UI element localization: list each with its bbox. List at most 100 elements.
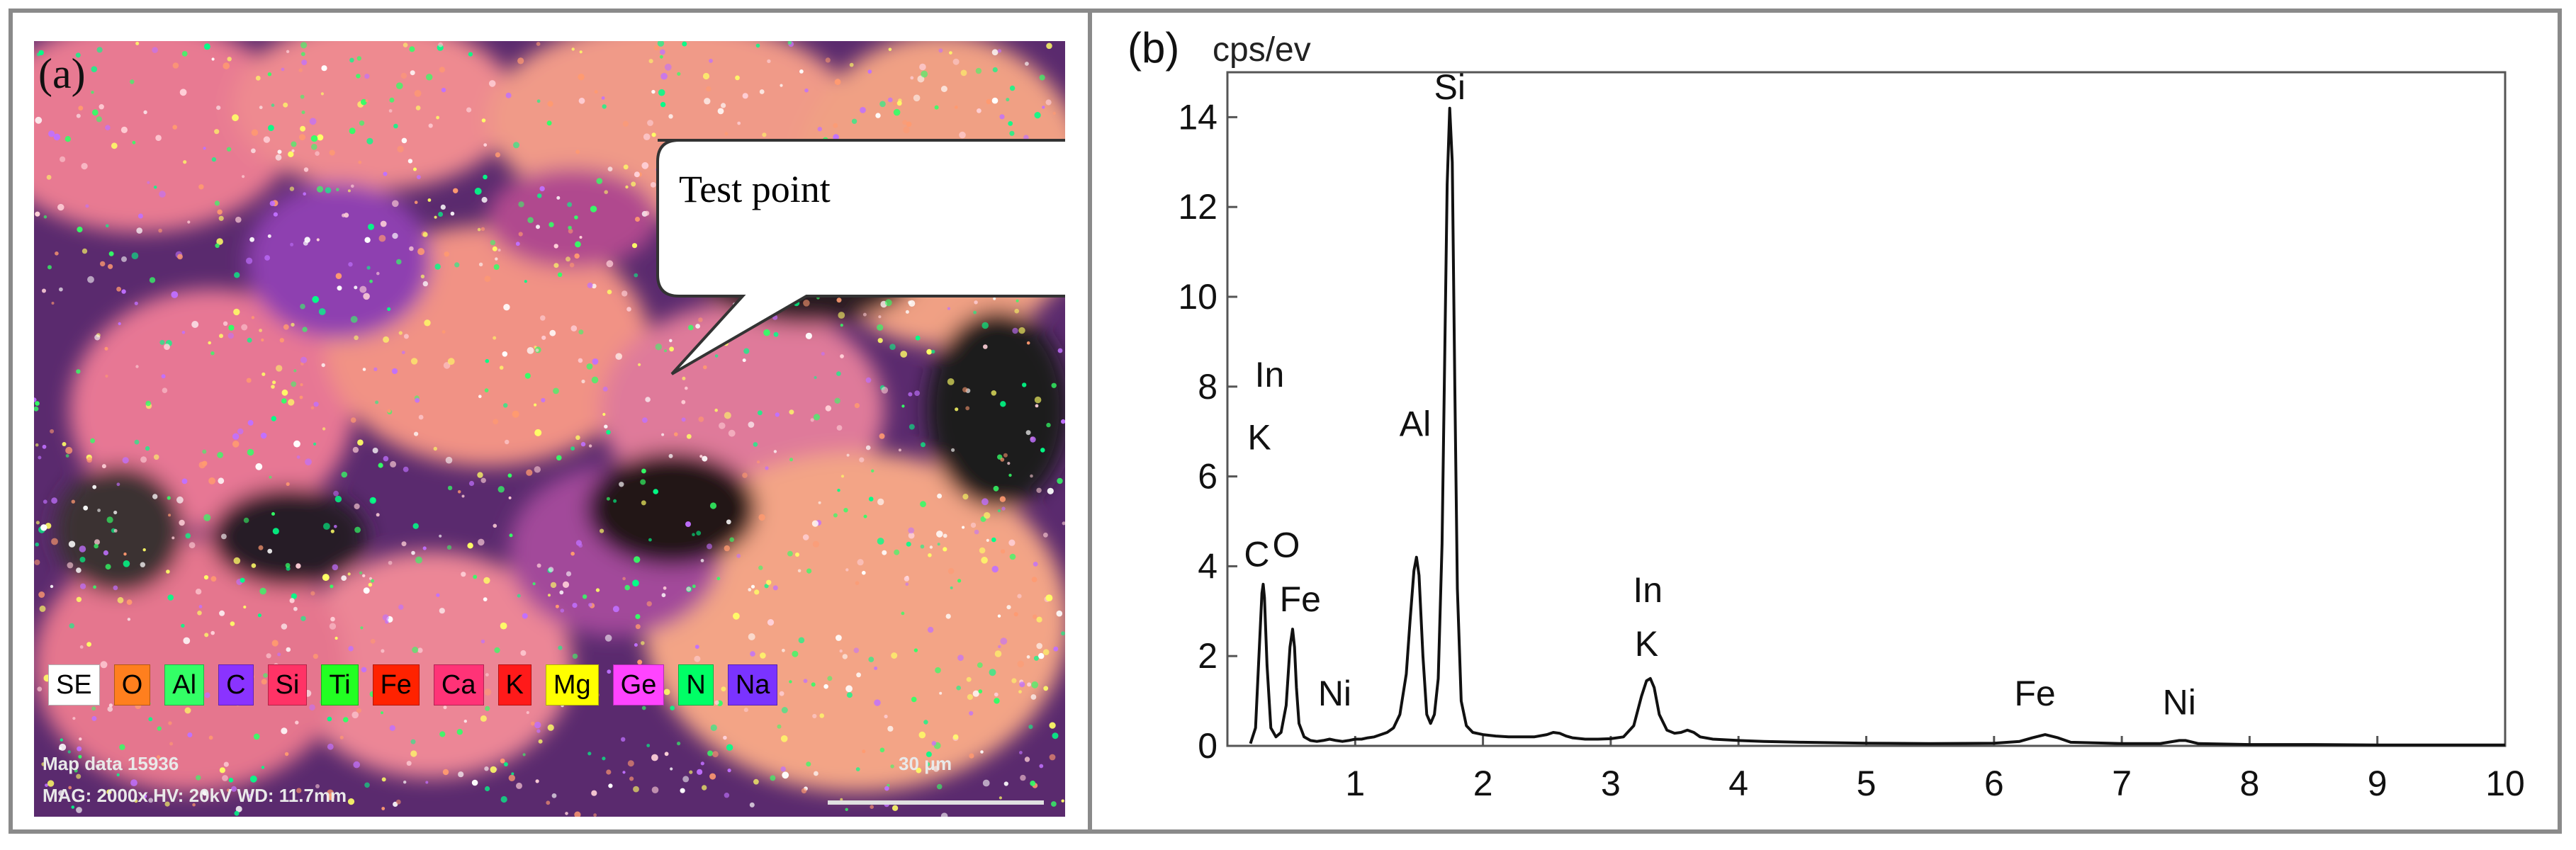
sem-dot <box>55 251 59 256</box>
sem-dot <box>709 773 716 780</box>
sem-dot <box>276 365 283 372</box>
sem-dot <box>516 782 522 789</box>
sem-dot <box>38 455 42 460</box>
sem-dot <box>555 604 559 608</box>
sem-dot <box>330 529 334 533</box>
sem-dot <box>497 249 501 252</box>
sem-dot <box>641 468 646 474</box>
sem-dot <box>68 540 76 548</box>
sem-dot <box>273 212 278 217</box>
sem-dot <box>281 623 288 630</box>
sem-dot <box>884 786 889 791</box>
sem-dot <box>1051 801 1057 807</box>
sem-dot <box>621 290 628 297</box>
sem-dot <box>833 513 838 518</box>
sem-dot <box>108 703 113 708</box>
sem-dot <box>811 682 816 687</box>
sem-dot <box>661 593 666 598</box>
sem-dot <box>389 725 395 731</box>
sem-dot <box>96 47 103 53</box>
sem-dot <box>334 495 342 503</box>
sem-dot <box>663 349 668 353</box>
x-tick-label: 5 <box>1857 764 1877 803</box>
sem-dot <box>522 613 528 619</box>
sem-dot <box>536 42 541 46</box>
sem-dot <box>483 577 490 584</box>
sem-dot <box>1036 487 1042 493</box>
panel-b: (b) cps/ev 1 2 3 4 5 6 7 8 9 10 0 2 4 6 8 10 12 14 Si In K… <box>1092 13 2558 829</box>
sem-dot <box>645 397 651 402</box>
sem-dot <box>403 42 408 47</box>
sem-dot <box>135 365 139 368</box>
sem-dot <box>354 285 358 290</box>
sem-dot <box>157 755 161 759</box>
sem-dot <box>735 75 740 81</box>
sem-dot <box>902 120 908 125</box>
sem-dot <box>991 537 996 543</box>
sem-dot <box>214 200 220 206</box>
sem-dot <box>316 238 320 242</box>
sem-dot <box>892 101 897 106</box>
sem-dot <box>495 257 498 261</box>
sem-dot <box>106 516 113 523</box>
sem-dot <box>439 731 446 737</box>
sem-dot <box>580 441 586 447</box>
sem-dot <box>879 433 885 439</box>
sem-dot <box>567 202 573 208</box>
sem-dot <box>709 502 717 509</box>
sem-dot <box>551 793 557 798</box>
sem-dot <box>773 450 777 453</box>
sem-dot <box>241 324 248 331</box>
sem-dot <box>607 289 612 295</box>
sem-dot <box>335 273 342 280</box>
sem-dot <box>136 227 142 234</box>
sem-dot <box>660 101 666 108</box>
sem-dot <box>303 192 307 196</box>
sem-dot <box>235 216 242 223</box>
sem-dot <box>499 366 504 370</box>
sem-dot <box>286 482 290 487</box>
sem-dot <box>223 62 230 69</box>
sem-dot <box>409 46 415 52</box>
sem-dot <box>923 720 928 725</box>
sem-dot <box>806 761 811 767</box>
sem-dot <box>933 766 940 772</box>
sem-dot <box>591 790 597 796</box>
sem-dot <box>147 181 150 184</box>
sem-dot <box>601 96 605 100</box>
sem-dot <box>134 799 138 803</box>
sem-dot <box>508 774 515 782</box>
sem-dot <box>364 782 370 788</box>
sem-dot <box>243 605 247 609</box>
sem-dot <box>318 308 326 315</box>
sem-dot <box>989 669 996 676</box>
sem-dot <box>920 501 926 508</box>
sem-dot <box>991 49 999 56</box>
sem-dot <box>750 584 755 589</box>
sem-dot <box>578 74 585 81</box>
sem-dot <box>398 604 404 610</box>
sem-dot <box>937 543 940 546</box>
sem-dot <box>982 498 989 506</box>
sem-dot <box>641 641 645 645</box>
sem-dot <box>322 574 330 582</box>
sem-dot <box>289 186 295 191</box>
sem-dot <box>172 62 179 69</box>
sem-dot <box>401 351 405 354</box>
legend-chip-fe: Fe <box>372 664 420 706</box>
sem-dot <box>243 517 249 523</box>
sem-dot <box>450 211 455 216</box>
sem-dot <box>1028 725 1033 730</box>
sem-dot <box>288 399 295 406</box>
sem-dot <box>376 513 380 517</box>
sem-dot <box>646 744 651 747</box>
sem-dot <box>221 533 227 540</box>
sem-dot <box>602 104 607 109</box>
sem-dot <box>290 242 294 246</box>
sem-dot <box>993 297 996 300</box>
sem-dot <box>48 130 55 137</box>
sem-dot <box>62 442 67 446</box>
sem-dot <box>1018 690 1022 693</box>
sem-dot <box>868 497 874 502</box>
sem-dot <box>468 480 475 487</box>
